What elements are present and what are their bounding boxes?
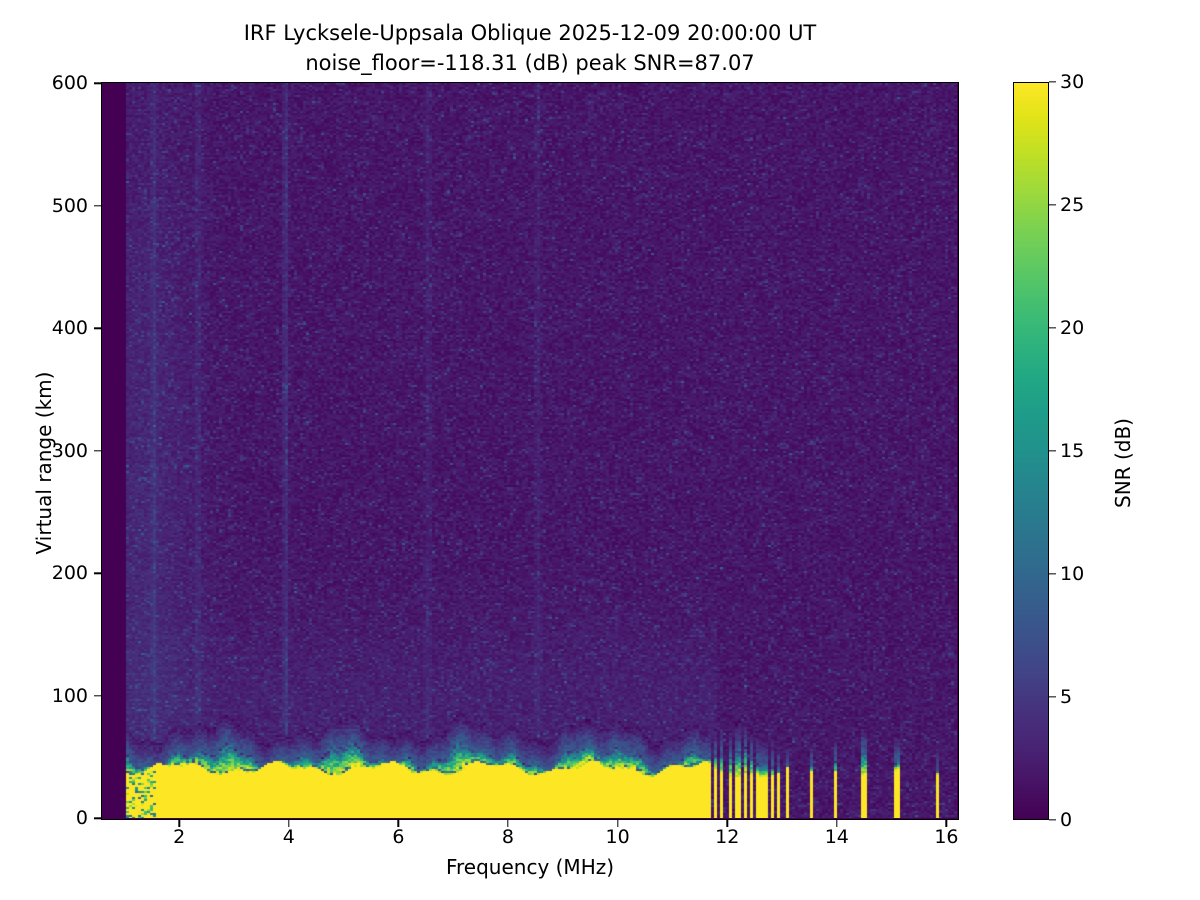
colorbar-tick-mark-10: [1049, 573, 1056, 575]
colorbar-tick-label-0: 0: [1060, 809, 1073, 831]
y-tick-label-200: 200: [51, 562, 88, 585]
x-tick-mark-4: [288, 820, 290, 827]
x-tick-label-12: 12: [715, 826, 740, 848]
y-tick-label-300: 300: [51, 439, 88, 462]
colorbar-tick-mark-25: [1049, 204, 1056, 206]
y-tick-label-600: 600: [51, 72, 88, 95]
y-tick-mark-100: [94, 695, 101, 697]
y-tick-label-0: 0: [75, 807, 88, 830]
x-tick-mark-6: [397, 820, 400, 827]
x-tick-label-2: 2: [173, 826, 186, 848]
y-tick-mark-300: [94, 450, 101, 452]
y-tick-mark-500: [94, 205, 101, 207]
y-axis-label: Virtual range (km): [32, 371, 56, 555]
x-tick-mark-8: [507, 820, 509, 827]
y-tick-mark-600: [94, 82, 101, 85]
y-tick-label-100: 100: [51, 684, 88, 707]
y-tick-mark-0: [94, 817, 101, 820]
x-tick-mark-2: [178, 820, 180, 827]
x-tick-label-10: 10: [605, 826, 630, 848]
colorbar-tick-mark-20: [1049, 327, 1056, 329]
colorbar-tick-label-20: 20: [1060, 317, 1085, 339]
x-tick-mark-14: [836, 820, 838, 827]
colorbar-label: SNR (dB): [1111, 418, 1135, 508]
x-tick-label-14: 14: [824, 826, 849, 848]
x-tick-mark-16: [945, 820, 948, 827]
colorbar-tick-label-5: 5: [1060, 686, 1073, 708]
colorbar-gradient: [1014, 83, 1048, 819]
colorbar-tick-mark-5: [1049, 696, 1056, 698]
x-tick-mark-12: [726, 820, 728, 827]
x-tick-label-6: 6: [392, 826, 405, 848]
colorbar-tick-label-15: 15: [1060, 440, 1085, 462]
y-tick-mark-200: [94, 572, 101, 575]
figure-title: IRF Lycksele-Uppsala Oblique 2025-12-09 …: [243, 21, 817, 76]
colorbar-tick-mark-15: [1049, 450, 1056, 452]
colorbar-tick-mark-0: [1049, 819, 1056, 821]
ionogram-heatmap-canvas: [102, 83, 957, 818]
x-tick-label-4: 4: [282, 826, 295, 848]
x-tick-label-16: 16: [934, 826, 959, 848]
x-tick-mark-10: [616, 820, 619, 827]
colorbar-tick-label-30: 30: [1060, 71, 1085, 93]
y-tick-label-500: 500: [51, 194, 88, 217]
colorbar[interactable]: [1013, 82, 1049, 820]
colorbar-tick-label-25: 25: [1060, 194, 1085, 216]
heatmap-plot-area[interactable]: [101, 82, 959, 820]
x-tick-label-8: 8: [501, 826, 515, 848]
colorbar-tick-label-10: 10: [1060, 563, 1085, 585]
colorbar-tick-mark-30: [1049, 81, 1056, 83]
y-tick-label-400: 400: [51, 317, 88, 340]
y-tick-mark-400: [94, 327, 101, 330]
x-axis-label: Frequency (MHz): [445, 855, 615, 879]
